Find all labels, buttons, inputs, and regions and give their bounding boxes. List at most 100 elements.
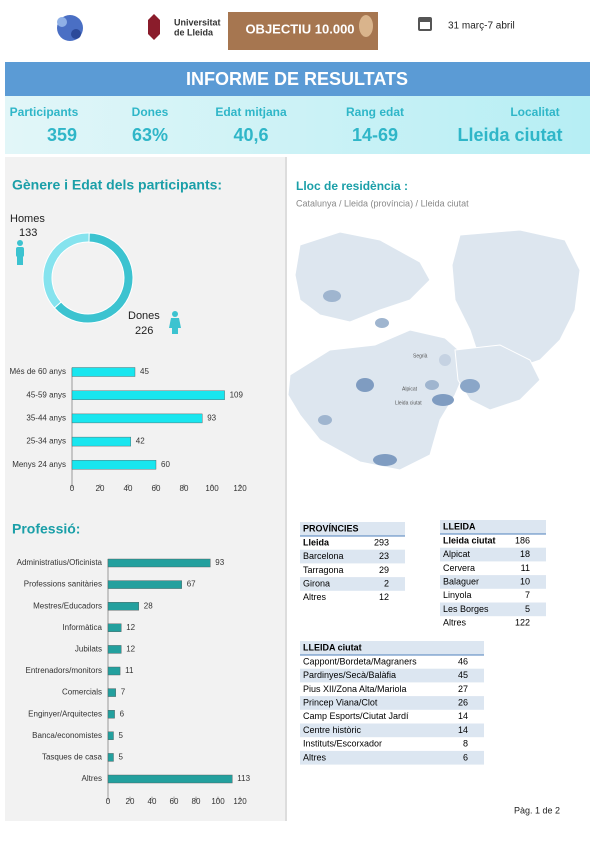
table-cell: Balaguer bbox=[443, 576, 479, 586]
table-cell: 27 bbox=[458, 684, 468, 694]
table-cell: Cervera bbox=[443, 563, 475, 573]
category-label: Menys 24 anys bbox=[12, 460, 66, 469]
table-cell: 45 bbox=[458, 670, 468, 680]
table-title: LLEIDA bbox=[443, 521, 476, 531]
category-label: 25-34 anys bbox=[26, 437, 66, 446]
table-cell: Barcelona bbox=[303, 551, 344, 561]
logo bbox=[57, 12, 432, 50]
table-cell: Linyola bbox=[443, 590, 472, 600]
bar bbox=[107, 623, 122, 632]
stat-value: 63% bbox=[132, 125, 168, 145]
bar bbox=[71, 413, 203, 424]
stat-label: Dones bbox=[132, 105, 169, 119]
value-label: 7 bbox=[121, 688, 126, 697]
category-label: Altres bbox=[82, 774, 102, 783]
category-label: Entrenadors/monitors bbox=[26, 666, 102, 675]
gender-value: 226 bbox=[135, 325, 153, 337]
map-label: Alpicat bbox=[402, 386, 418, 392]
table-cell: 12 bbox=[379, 592, 389, 602]
bar bbox=[71, 367, 136, 377]
bar bbox=[107, 558, 211, 568]
category-label: 45-59 anys bbox=[26, 390, 66, 399]
table-cell: Pardinyes/Secà/Balàfia bbox=[303, 670, 396, 680]
value-label: 45 bbox=[140, 367, 149, 376]
value-label: 109 bbox=[230, 390, 244, 399]
table-header-bg bbox=[440, 520, 546, 534]
university-line: de Lleida bbox=[174, 27, 214, 37]
gender-label: Homes bbox=[10, 213, 45, 225]
table-cell: Girona bbox=[303, 578, 330, 588]
table-cell: Centre històric bbox=[303, 725, 362, 735]
banner: INFORME DE RESULTATS bbox=[186, 69, 408, 89]
row-bg bbox=[300, 750, 484, 765]
table-cell: 18 bbox=[520, 549, 530, 559]
stat-label: Participants bbox=[10, 105, 79, 119]
table-cell: 122 bbox=[515, 618, 530, 628]
table-cell: 14 bbox=[458, 711, 468, 721]
table-cell: Pius XII/Zona Alta/Mariola bbox=[303, 684, 407, 694]
table-cell: 14 bbox=[458, 725, 468, 735]
stat-value: Lleida ciutat bbox=[457, 125, 562, 145]
person-icon bbox=[16, 240, 24, 265]
row-bg bbox=[300, 723, 484, 738]
table-cell: 2 bbox=[384, 578, 389, 588]
table-cell: 8 bbox=[463, 739, 468, 749]
value-label: 12 bbox=[126, 645, 135, 654]
table-cell: Cappont/Bordeta/Magraners bbox=[303, 656, 417, 666]
stat-value: 359 bbox=[47, 125, 77, 145]
map bbox=[287, 229, 581, 471]
row-bg bbox=[300, 577, 405, 591]
bar bbox=[107, 710, 115, 719]
table-cell: Camp Esports/Ciutat Jardí bbox=[303, 711, 409, 721]
category-label: 35-44 anys bbox=[26, 414, 66, 423]
category-label: Més de 60 anys bbox=[10, 367, 66, 376]
value-label: 42 bbox=[136, 437, 145, 446]
table-cell: 186 bbox=[515, 535, 530, 545]
banner-bg bbox=[5, 62, 590, 96]
bar bbox=[71, 390, 225, 400]
value-label: 113 bbox=[237, 774, 250, 783]
table-header-bg bbox=[300, 641, 484, 655]
category-label: Comercials bbox=[62, 688, 102, 697]
university-line: Universitat bbox=[174, 17, 221, 27]
x-tick-label: 80 bbox=[180, 484, 189, 493]
person-icon bbox=[169, 311, 181, 334]
map-label: Segrià bbox=[413, 353, 428, 359]
table-cell: 46 bbox=[458, 656, 468, 666]
stat-value: 40,6 bbox=[233, 125, 268, 145]
stat-label: Rang edat bbox=[346, 105, 404, 119]
bar bbox=[107, 645, 122, 654]
value-label: 93 bbox=[215, 558, 224, 567]
value-label: 67 bbox=[187, 580, 196, 589]
row-bg bbox=[440, 575, 546, 589]
category-label: Enginyer/Arquitectes bbox=[28, 709, 102, 718]
category-label: Professions sanitàries bbox=[24, 580, 102, 589]
x-tick-label: 100 bbox=[205, 484, 219, 493]
bar bbox=[107, 688, 116, 697]
x-tick-label: 0 bbox=[106, 797, 111, 806]
value-label: 6 bbox=[120, 709, 125, 718]
table-cell: 26 bbox=[458, 697, 468, 707]
value-label: 28 bbox=[144, 601, 153, 610]
table-header-bg bbox=[300, 522, 405, 536]
x-tick-label: 40 bbox=[124, 484, 133, 493]
table-cell: Instituts/Escorxador bbox=[303, 739, 382, 749]
value-label: 60 bbox=[161, 460, 170, 469]
value-label: 12 bbox=[126, 623, 135, 632]
table-cell: 7 bbox=[525, 590, 530, 600]
value-label: 5 bbox=[119, 753, 124, 762]
row-bg bbox=[440, 602, 546, 617]
x-tick-label: 40 bbox=[148, 797, 157, 806]
x-tick-label: 100 bbox=[211, 797, 225, 806]
category-label: Tasques de casa bbox=[42, 753, 103, 762]
x-tick-label: 80 bbox=[192, 797, 201, 806]
category-label: Administratius/Oficinista bbox=[17, 558, 103, 567]
bar bbox=[107, 602, 139, 611]
campaign: OBJECTIU 10.000 bbox=[245, 21, 354, 36]
table-title: PROVÍNCIES bbox=[303, 523, 359, 533]
x-tick-label: 120 bbox=[233, 797, 247, 806]
bar bbox=[107, 731, 114, 740]
dates: 31 març-7 abril bbox=[448, 21, 515, 32]
